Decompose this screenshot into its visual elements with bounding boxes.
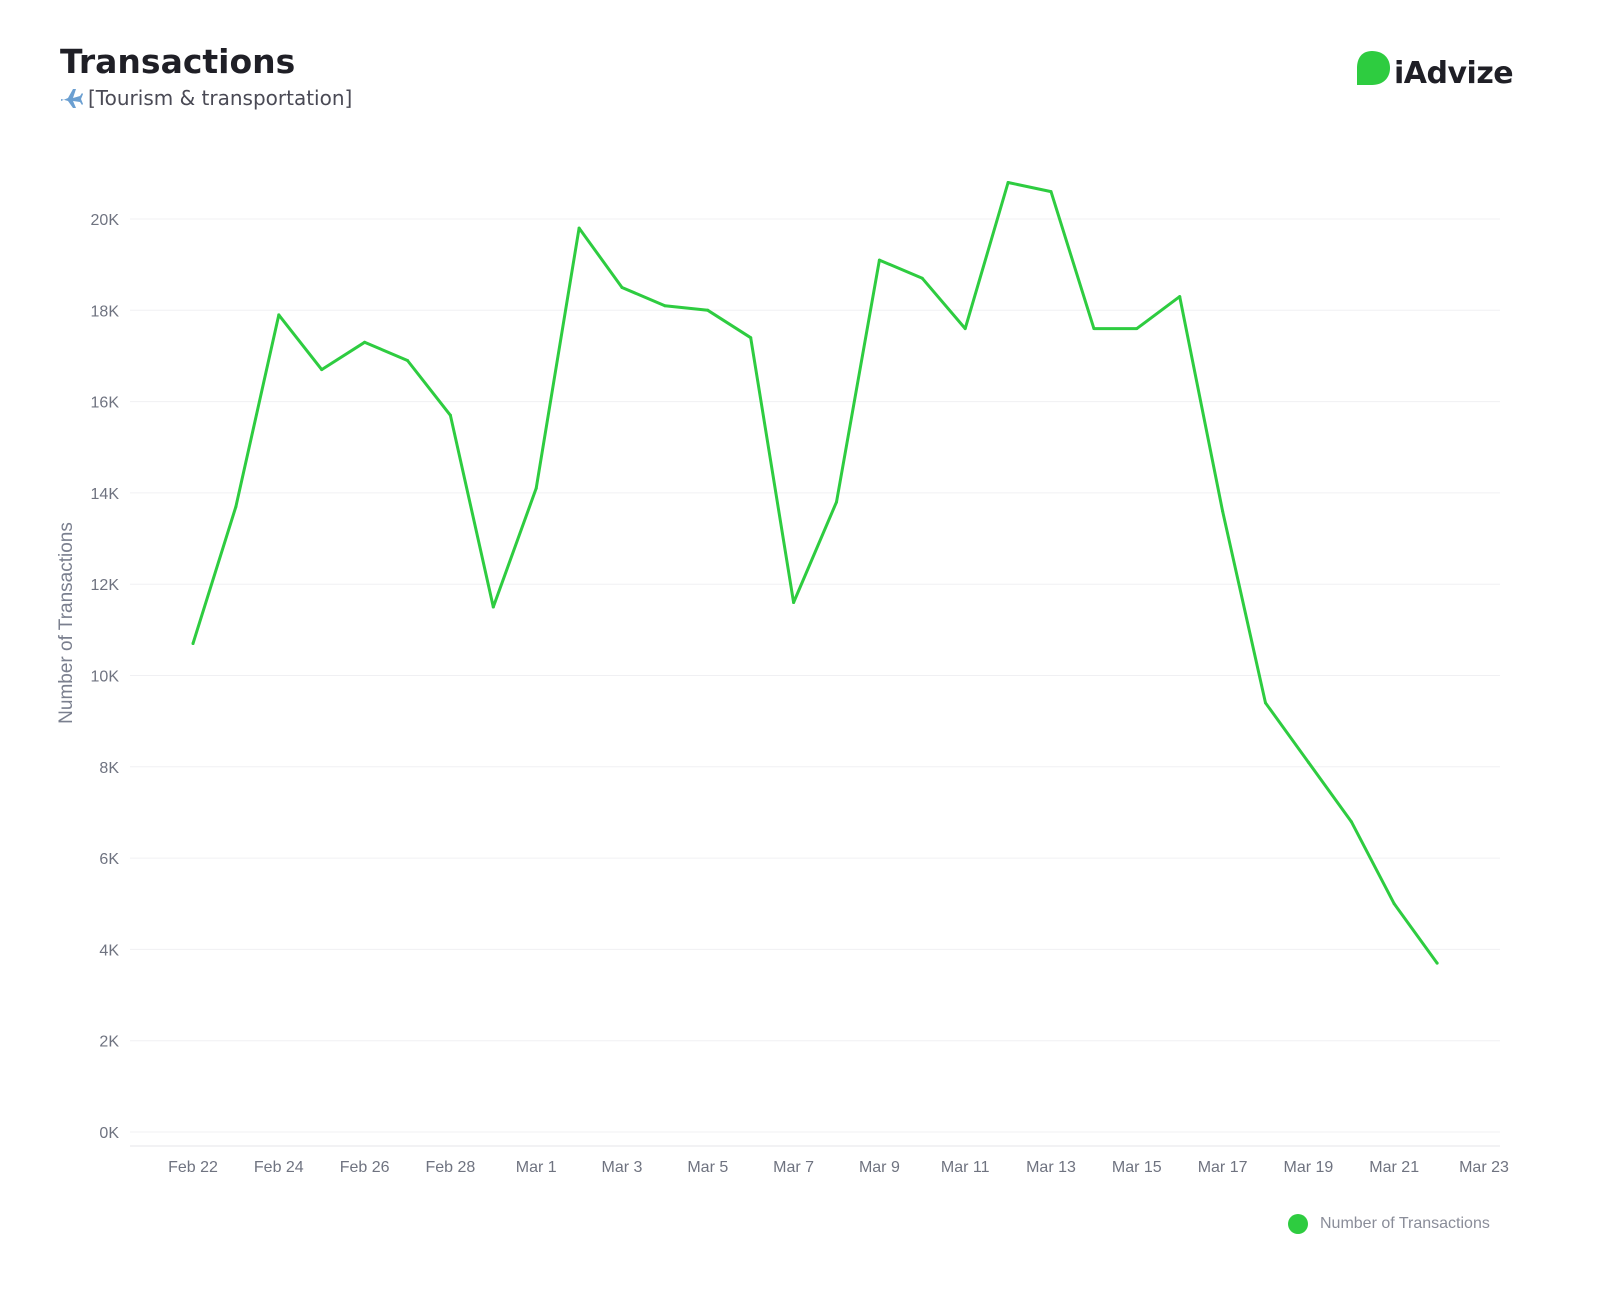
subtitle-row: [Tourism & transportation] xyxy=(58,86,352,110)
legend-label: Number of Transactions xyxy=(1320,1215,1490,1232)
brand-logo: iAdvize xyxy=(1352,46,1514,91)
x-tick-label: Mar 9 xyxy=(859,1159,900,1176)
grid-lines xyxy=(130,218,1500,1133)
y-tick-label: 20K xyxy=(91,212,120,229)
y-tick-label: 12K xyxy=(91,577,120,594)
chat-bubble-icon xyxy=(1357,50,1390,85)
x-tick-label: Mar 11 xyxy=(941,1159,990,1176)
x-tick-label: Mar 19 xyxy=(1284,1159,1334,1176)
x-tick-label: Mar 21 xyxy=(1369,1159,1419,1176)
data-point xyxy=(920,276,924,280)
data-point xyxy=(1221,509,1225,513)
x-tick-label: Feb 28 xyxy=(425,1159,475,1176)
x-tick-label: Mar 13 xyxy=(1026,1159,1076,1176)
x-tick-label: Mar 23 xyxy=(1459,1159,1509,1176)
data-point xyxy=(963,327,967,331)
data-point xyxy=(1306,760,1310,764)
data-point xyxy=(191,642,195,646)
data-point xyxy=(1435,961,1439,965)
y-axis-label: Number of Transactions xyxy=(56,522,77,724)
chart-subtitle: [Tourism & transportation] xyxy=(88,86,353,110)
data-point xyxy=(620,285,624,289)
y-tick-label: 16K xyxy=(91,395,120,412)
data-point xyxy=(877,258,881,262)
data-point xyxy=(448,413,452,417)
y-tick-label: 8K xyxy=(99,760,119,777)
y-tick-label: 4K xyxy=(99,942,119,959)
data-point xyxy=(1049,190,1053,194)
x-tick-label: Mar 17 xyxy=(1198,1159,1248,1176)
data-point xyxy=(234,505,238,509)
data-point xyxy=(406,359,409,363)
data-point xyxy=(706,308,710,312)
data-point xyxy=(663,304,667,308)
y-axis: 0K 2K 4K 6K 8K 10K 12K 14K 16K 18K 20K xyxy=(91,212,120,1142)
x-tick-label: Feb 26 xyxy=(340,1159,390,1176)
data-point xyxy=(749,336,753,340)
data-point xyxy=(1392,902,1396,906)
data-point xyxy=(491,605,495,609)
data-point xyxy=(1264,701,1267,705)
y-tick-label: 2K xyxy=(99,1034,119,1051)
x-tick-label: Feb 22 xyxy=(168,1159,218,1176)
x-tick-label: Mar 1 xyxy=(516,1159,557,1176)
legend-swatch xyxy=(1288,1214,1308,1234)
y-tick-label: 0K xyxy=(99,1125,119,1142)
brand-name: iAdvize xyxy=(1394,56,1514,91)
data-point xyxy=(277,313,281,317)
chart-title: Transactions xyxy=(60,42,296,81)
airplane-icon xyxy=(61,89,83,108)
data-point xyxy=(577,226,581,230)
data-point xyxy=(1135,327,1139,331)
x-tick-label: Mar 15 xyxy=(1112,1159,1162,1176)
y-tick-label: 10K xyxy=(91,669,120,686)
y-tick-label: 6K xyxy=(99,851,119,868)
data-point xyxy=(363,340,367,344)
data-point xyxy=(792,600,796,604)
series-layer xyxy=(191,180,1439,965)
x-tick-label: Mar 3 xyxy=(602,1159,643,1176)
x-tick-label: Mar 5 xyxy=(687,1159,728,1176)
data-point xyxy=(1006,180,1010,184)
data-point xyxy=(1178,295,1182,299)
series-line-number-of-transactions xyxy=(191,181,1439,965)
x-axis: Feb 22 Feb 24 Feb 26 Feb 28 Mar 1 Mar 3 Mar 5 M… xyxy=(130,1145,1509,1176)
y-tick-label: 18K xyxy=(91,303,120,320)
x-tick-label: Mar 7 xyxy=(773,1159,814,1176)
data-point xyxy=(534,486,538,490)
y-tick-label: 14K xyxy=(91,486,120,503)
legend: Number of Transactions xyxy=(1288,1214,1490,1234)
data-point xyxy=(320,368,324,372)
x-tick-label: Feb 24 xyxy=(254,1159,304,1176)
data-point xyxy=(835,500,838,504)
data-point xyxy=(1092,327,1096,331)
data-point xyxy=(1349,820,1353,824)
